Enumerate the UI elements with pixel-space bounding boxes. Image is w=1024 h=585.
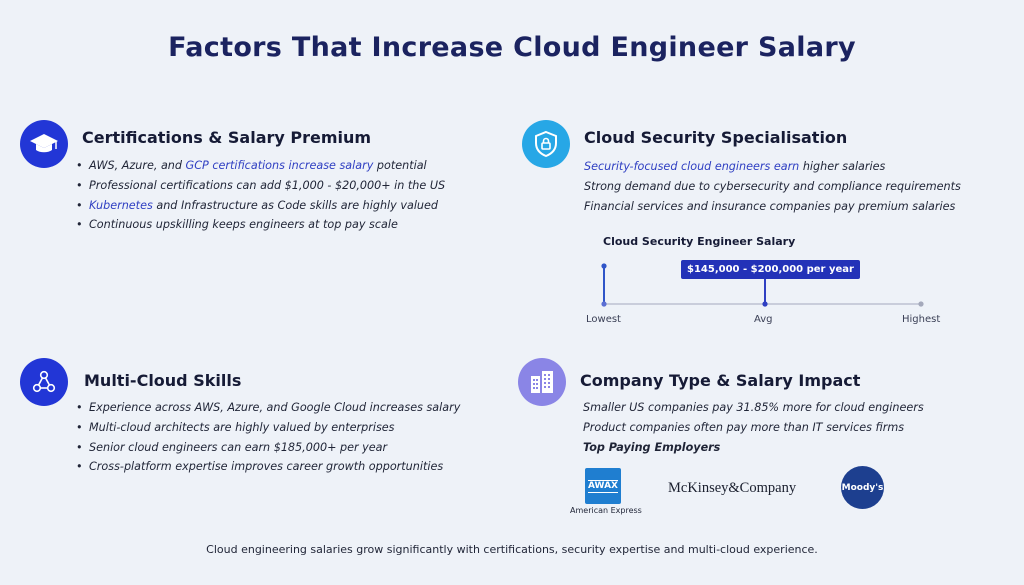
list-item: Senior cloud engineers can earn $185,000…	[76, 438, 460, 458]
list-item: Multi-cloud architects are highly valued…	[76, 418, 460, 438]
lowest-tick	[601, 301, 607, 307]
salary-range-label: $145,000 - $200,000 per year	[681, 260, 860, 279]
network-nodes-icon	[20, 358, 68, 406]
list-item: Security-focused cloud engineers earn hi…	[584, 160, 886, 173]
list-item: Financial services and insurance compani…	[584, 199, 956, 213]
certifications-list: AWS, Azure, and GCP certifications incre…	[76, 156, 445, 235]
list-item: Product companies often pay more than IT…	[583, 420, 905, 434]
shield-lock-icon	[522, 120, 570, 168]
security-lines: Security-focused cloud engineers earn hi…	[584, 157, 961, 216]
amex-name: American Express	[570, 506, 642, 515]
buildings-icon	[518, 358, 566, 406]
multicloud-title: Multi-Cloud Skills	[84, 371, 242, 390]
tick-label-highest: Highest	[902, 314, 941, 325]
amex-logo: AWAX	[585, 468, 621, 504]
tick-label-lowest: Lowest	[586, 314, 621, 325]
lowest-marker-dot	[601, 263, 607, 269]
mckinsey-logo: McKinsey&Company	[668, 480, 797, 496]
employers-title: Top Paying Employers	[583, 441, 721, 454]
page-title: Factors That Increase Cloud Engineer Sal…	[168, 32, 856, 63]
avg-tick	[762, 301, 768, 307]
salary-chart-title: Cloud Security Engineer Salary	[603, 235, 796, 248]
list-item: Cross-platform expertise improves career…	[76, 457, 460, 477]
company-title: Company Type & Salary Impact	[580, 371, 861, 390]
salary-range-scale	[601, 263, 924, 307]
footer-note: Cloud engineering salaries grow signific…	[206, 543, 818, 556]
moodys-logo: Moody's	[841, 466, 884, 509]
list-item: AWS, Azure, and GCP certifications incre…	[76, 156, 445, 176]
list-item: Smaller US companies pay 31.85% more for…	[583, 401, 924, 414]
company-lines: Smaller US companies pay 31.85% more for…	[583, 398, 924, 438]
tick-label-avg: Avg	[754, 314, 773, 325]
list-item: Strong demand due to cybersecurity and c…	[584, 179, 961, 193]
list-item: Continuous upskilling keeps engineers at…	[76, 215, 445, 235]
list-item: Kubernetes and Infrastructure as Code sk…	[76, 196, 445, 216]
highest-tick	[918, 301, 924, 307]
certifications-title: Certifications & Salary Premium	[82, 128, 372, 147]
list-item: Professional certifications can add $1,0…	[76, 176, 445, 196]
multicloud-list: Experience across AWS, Azure, and Google…	[76, 398, 460, 477]
graduation-cap-icon	[20, 120, 68, 168]
list-item: Experience across AWS, Azure, and Google…	[76, 398, 460, 418]
security-title: Cloud Security Specialisation	[584, 128, 848, 147]
